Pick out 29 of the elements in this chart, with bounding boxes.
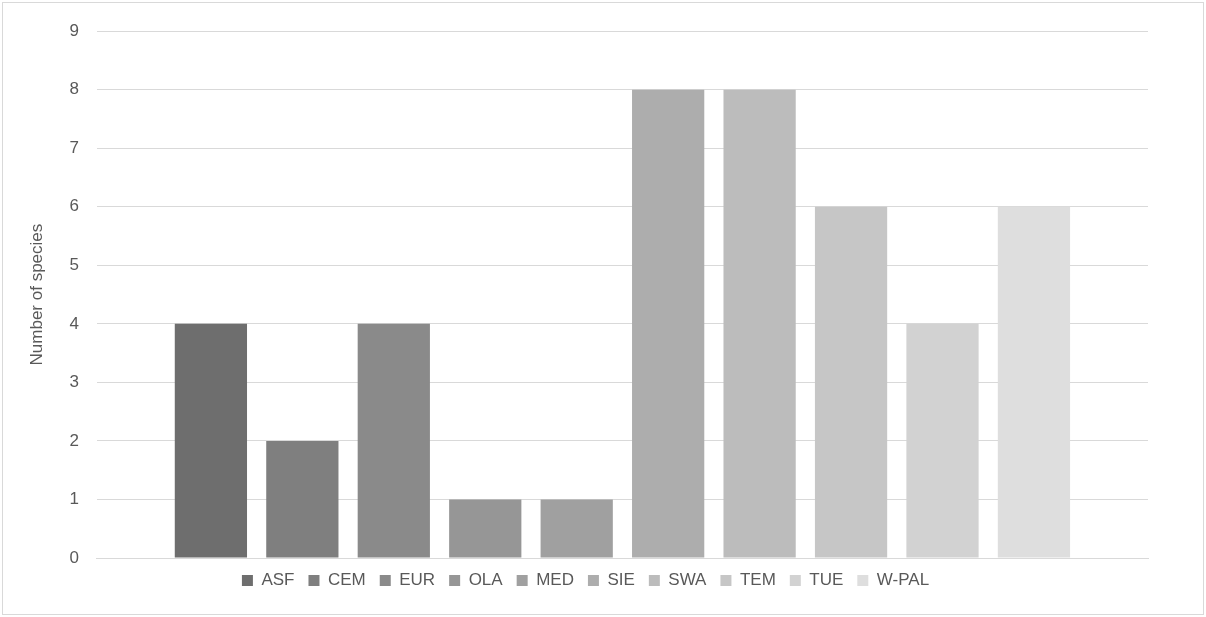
legend-label: ASF	[261, 570, 295, 590]
y-tick-label: 9	[69, 20, 79, 40]
bar	[357, 323, 430, 558]
y-tick-label: 8	[69, 79, 79, 99]
legend-label: TUE	[809, 570, 844, 590]
y-tick-label: 5	[69, 255, 79, 275]
bar	[449, 499, 522, 558]
bar	[632, 89, 705, 558]
legend-label: W-PAL	[876, 570, 930, 590]
y-tick-label: 6	[69, 196, 79, 216]
bar	[174, 323, 248, 558]
y-tick-label: 1	[69, 489, 79, 509]
y-tick-label: 3	[69, 372, 79, 392]
bar	[266, 440, 339, 558]
y-tick-label: 2	[69, 430, 79, 450]
legend-label: CEM	[327, 570, 366, 590]
legend-label: OLA	[468, 570, 504, 590]
y-axis-title: Number of species	[26, 223, 46, 366]
legend-label: SWA	[668, 570, 708, 590]
legend-label: EUR	[399, 570, 436, 590]
bar	[814, 206, 888, 558]
y-tick-label: 7	[69, 137, 79, 157]
y-tick-label: 4	[69, 313, 79, 333]
legend-label: SIE	[607, 570, 635, 590]
legend-label: MED	[536, 570, 574, 590]
bar	[723, 89, 796, 558]
bar	[540, 499, 613, 558]
legend-label: TEM	[739, 570, 776, 590]
y-tick-label: 0	[69, 547, 79, 567]
